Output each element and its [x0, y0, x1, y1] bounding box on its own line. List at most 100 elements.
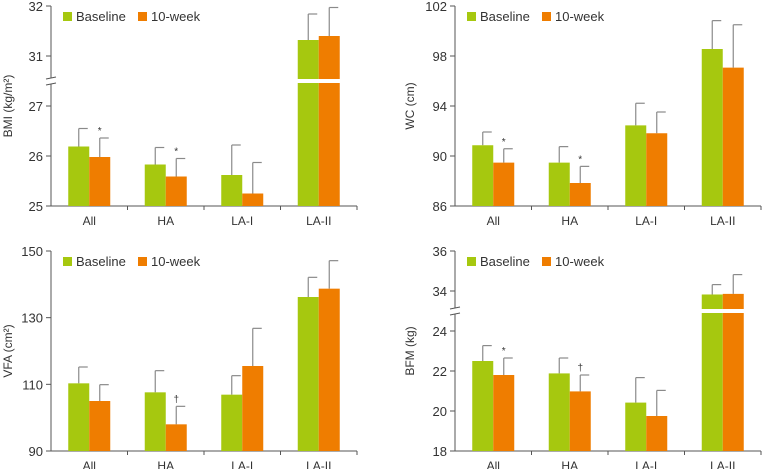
y-tick-label: 26 [29, 149, 43, 164]
baseline-bar-la-ii [297, 40, 319, 206]
y-tick-label: 94 [433, 99, 447, 114]
y-axis-label: WC (cm) [403, 82, 417, 129]
y-tick-label: 102 [425, 0, 447, 14]
chart-panel-3: 18 20 22 24 34 36 BFM (kg) All * HA † LA-I LA-II Base… [403, 244, 762, 469]
y-tick-label: 25 [29, 199, 43, 214]
x-tick-label: LA-I [231, 459, 253, 469]
y-tick-label: 36 [433, 244, 447, 259]
significance-marker: * [578, 154, 582, 165]
baseline-bar-all [68, 146, 90, 206]
10-week-bar-la-ii [318, 36, 340, 206]
baseline-bar-ha [548, 162, 570, 206]
baseline-bar-la-ii [701, 294, 723, 451]
baseline-bar-la-i [221, 394, 243, 451]
legend-swatch-10-week [138, 257, 147, 266]
10-week-bar-all [493, 375, 515, 451]
bar-break-gap [701, 309, 724, 313]
legend-label-10-week: 10-week [555, 9, 605, 24]
y-tick-label: 32 [29, 0, 43, 14]
legend-swatch-baseline [467, 257, 476, 266]
baseline-bar-la-i [625, 402, 647, 451]
axis-break-mark [449, 312, 461, 316]
bar-break-gap [297, 79, 320, 83]
baseline-bar-la-i [221, 175, 243, 206]
legend-label-baseline: Baseline [76, 9, 126, 24]
legend-label-baseline: Baseline [480, 254, 530, 269]
10-week-bar-la-ii [722, 293, 744, 451]
10-week-bar-la-ii [318, 288, 340, 451]
10-week-bar-la-i [646, 133, 668, 206]
x-tick-label: LA-II [306, 459, 331, 469]
baseline-bar-la-i [625, 125, 647, 206]
y-tick-label: 27 [29, 99, 43, 114]
x-tick-label: All [487, 214, 500, 228]
significance-marker: * [502, 346, 506, 357]
significance-marker: * [174, 147, 178, 158]
10-week-bar-all [89, 157, 111, 206]
10-week-bar-ha [165, 424, 187, 451]
axis-break-mark [449, 306, 461, 310]
baseline-bar-ha [144, 164, 166, 206]
x-tick-label: LA-I [231, 214, 253, 228]
y-axis-label: BFM (kg) [403, 326, 417, 375]
10-week-bar-ha [165, 176, 187, 206]
10-week-bar-la-i [242, 366, 264, 451]
x-tick-label: All [487, 459, 500, 469]
x-tick-label: LA-I [635, 214, 657, 228]
y-tick-label: 34 [433, 284, 447, 299]
x-tick-label: All [83, 214, 96, 228]
x-tick-label: LA-II [306, 214, 331, 228]
10-week-bar-ha [569, 183, 591, 206]
significance-marker: † [577, 363, 583, 374]
axis-break-mark [45, 76, 57, 80]
x-tick-label: HA [561, 214, 578, 228]
y-tick-label: 20 [433, 404, 447, 419]
legend-swatch-baseline [467, 12, 476, 21]
y-tick-label: 22 [433, 364, 447, 379]
legend-label-10-week: 10-week [151, 9, 201, 24]
significance-marker: * [98, 126, 102, 137]
baseline-bar-all [472, 361, 494, 451]
chart-panel-2: 90 110 130 150 VFA (cm²) All HA † LA-I LA-II Basel… [1, 244, 358, 469]
legend-swatch-10-week [542, 12, 551, 21]
axis-break-mark [45, 82, 57, 86]
legend-label-10-week: 10-week [151, 254, 201, 269]
significance-marker: † [173, 394, 179, 405]
baseline-bar-ha [548, 373, 570, 451]
legend-label-baseline: Baseline [76, 254, 126, 269]
10-week-bar-la-i [646, 416, 668, 451]
chart-panel-0: 25 26 27 31 32 BMI (kg/m²) All * HA * LA-I LA-II Bas… [1, 0, 358, 228]
10-week-bar-la-ii [722, 67, 744, 206]
y-tick-label: 31 [29, 49, 43, 64]
y-axis-label: BMI (kg/m²) [1, 75, 15, 138]
x-tick-label: LA-II [710, 459, 735, 469]
legend-swatch-baseline [63, 12, 72, 21]
legend-swatch-10-week [138, 12, 147, 21]
10-week-bar-all [89, 401, 111, 451]
legend-label-baseline: Baseline [480, 9, 530, 24]
y-tick-label: 90 [433, 149, 447, 164]
10-week-bar-all [493, 162, 515, 206]
baseline-bar-ha [144, 392, 166, 451]
legend-swatch-10-week [542, 257, 551, 266]
x-tick-label: HA [157, 459, 174, 469]
y-tick-label: 18 [433, 444, 447, 459]
x-tick-label: LA-II [710, 214, 735, 228]
baseline-bar-la-ii [297, 297, 319, 451]
y-tick-label: 86 [433, 199, 447, 214]
y-axis-label: VFA (cm²) [1, 324, 15, 377]
legend-label-10-week: 10-week [555, 254, 605, 269]
10-week-bar-la-i [242, 193, 264, 206]
10-week-bar-ha [569, 391, 591, 451]
y-tick-label: 130 [21, 311, 43, 326]
y-tick-label: 150 [21, 244, 43, 259]
baseline-bar-all [68, 383, 90, 451]
y-tick-label: 98 [433, 49, 447, 64]
y-tick-label: 110 [22, 377, 43, 392]
x-tick-label: LA-I [635, 459, 657, 469]
chart-panel-1: 86 90 94 98 102 WC (cm) All * HA * LA-I LA-II Baseli… [403, 0, 762, 228]
x-tick-label: HA [157, 214, 174, 228]
baseline-bar-all [472, 145, 494, 206]
x-tick-label: HA [561, 459, 578, 469]
